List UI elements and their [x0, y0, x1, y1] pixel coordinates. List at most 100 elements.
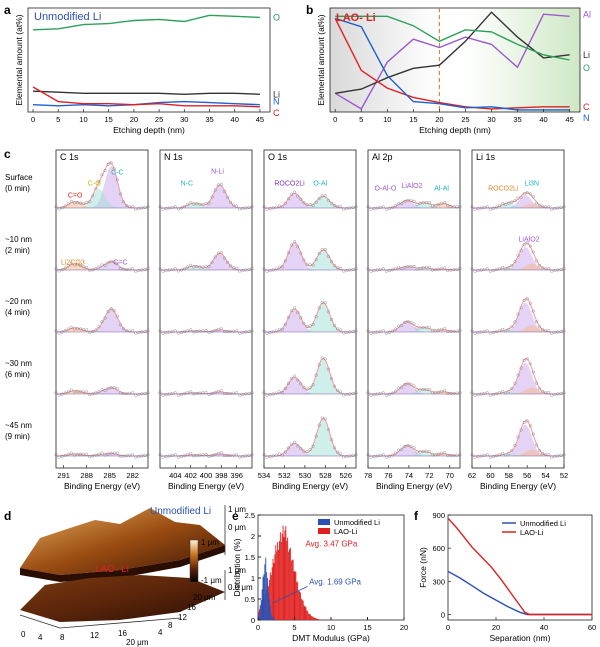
xps-data-point — [537, 449, 541, 453]
xps-data-point — [57, 269, 61, 273]
histogram-bar — [269, 572, 271, 620]
xps-data-point — [109, 307, 113, 311]
histogram-bar — [313, 617, 315, 620]
x-tick-label: 74 — [405, 471, 413, 480]
xps-data-point — [195, 202, 199, 206]
xps-data-point — [115, 261, 119, 265]
xps-data-point — [82, 202, 86, 206]
xps-data-point — [336, 450, 340, 454]
xps-data-point — [72, 453, 76, 457]
xps-data-point — [351, 205, 355, 209]
xps-data-point — [397, 265, 401, 269]
xps-data-point — [437, 390, 441, 394]
x-tick-label: 25 — [155, 115, 163, 124]
xps-data-point — [287, 251, 291, 255]
histogram-bar — [279, 532, 281, 620]
xps-data-point — [201, 203, 205, 207]
histogram-bar — [293, 571, 295, 620]
xps-component-peak — [368, 445, 460, 456]
xps-data-point — [446, 329, 450, 333]
plot-frame — [27, 7, 271, 113]
xps-data-point — [299, 316, 303, 320]
series-label-n: N — [273, 97, 280, 107]
xps-data-point — [412, 322, 416, 326]
series-line-c — [334, 18, 570, 110]
xps-component-peak — [56, 263, 148, 270]
xps-data-point — [391, 391, 395, 395]
xps-data-point — [72, 201, 76, 205]
xps-data-point — [125, 204, 129, 208]
xps-data-point — [406, 381, 410, 385]
xps-data-point — [415, 267, 419, 271]
xps-data-point — [204, 390, 208, 394]
xps-data-point — [311, 204, 315, 208]
afm-color-scale — [189, 539, 199, 583]
xps-data-point — [213, 452, 217, 456]
xps-data-point — [345, 455, 349, 459]
xps-data-point — [112, 451, 116, 455]
xps-component-peak — [160, 265, 252, 270]
xps-data-point — [537, 203, 541, 207]
xps-data-point — [79, 264, 83, 268]
xps-data-point — [314, 200, 318, 204]
histogram-bar — [263, 574, 265, 620]
xps-data-point — [189, 201, 193, 205]
xps-fit-envelope — [264, 302, 356, 333]
x-tick-label: 0 — [31, 115, 35, 124]
xps-component-peak — [264, 196, 356, 208]
afm-ytick-1: 16 — [187, 603, 196, 612]
xps-data-point — [63, 453, 67, 457]
afm-z-bot-max: 1 μm — [228, 566, 246, 575]
xps-data-point — [143, 329, 147, 333]
xps-data-point — [91, 330, 95, 334]
xps-data-point — [406, 198, 410, 202]
xps-data-point — [329, 317, 333, 321]
xps-data-point — [112, 386, 116, 390]
xps-data-point — [118, 192, 122, 196]
xps-data-point — [534, 201, 538, 205]
series-label-li: Li — [583, 50, 590, 60]
xps-data-point — [79, 201, 83, 205]
xps-data-point — [443, 327, 447, 331]
x-tick-label: 35 — [513, 115, 521, 124]
xps-data-point — [121, 200, 125, 204]
xps-data-point — [277, 204, 281, 208]
xps-data-point — [287, 381, 291, 385]
xps-data-point — [164, 207, 168, 211]
xps-data-point — [501, 202, 505, 206]
xps-data-point — [210, 392, 214, 396]
xps-data-point — [449, 391, 453, 395]
xps-data-point — [394, 389, 398, 393]
xps-data-point — [103, 263, 107, 267]
histogram-bar — [266, 572, 268, 620]
xps-data-point — [522, 192, 526, 196]
xps-data-point — [189, 452, 193, 456]
xps-data-point — [85, 452, 89, 456]
afm-x-axis — [19, 614, 61, 629]
xps-data-point — [195, 265, 199, 269]
panel-letter-e: e — [232, 509, 239, 523]
histogram-bar — [267, 578, 269, 620]
xps-component-peak — [56, 201, 148, 208]
xps-data-point — [406, 319, 410, 323]
xps-frame — [159, 149, 253, 469]
xps-data-point — [311, 383, 315, 387]
afm-xaxis2 — [59, 617, 181, 629]
xps-data-point — [137, 331, 141, 335]
xps-data-point — [216, 183, 220, 187]
xps-data-point — [320, 194, 324, 198]
afm-z-bot-min: 0.0 μm — [228, 583, 253, 592]
xps-data-point — [437, 203, 441, 207]
y-tick-label: 1.5 — [245, 553, 255, 562]
xps-data-point — [387, 454, 391, 458]
xps-data-point — [345, 269, 349, 273]
xps-data-point — [72, 390, 76, 394]
histogram-bar — [300, 598, 302, 620]
xps-data-point — [268, 269, 272, 273]
xps-data-point — [498, 204, 502, 208]
histogram-bar — [302, 600, 304, 620]
xps-component-peak — [160, 253, 252, 270]
xps-data-point — [476, 455, 480, 459]
